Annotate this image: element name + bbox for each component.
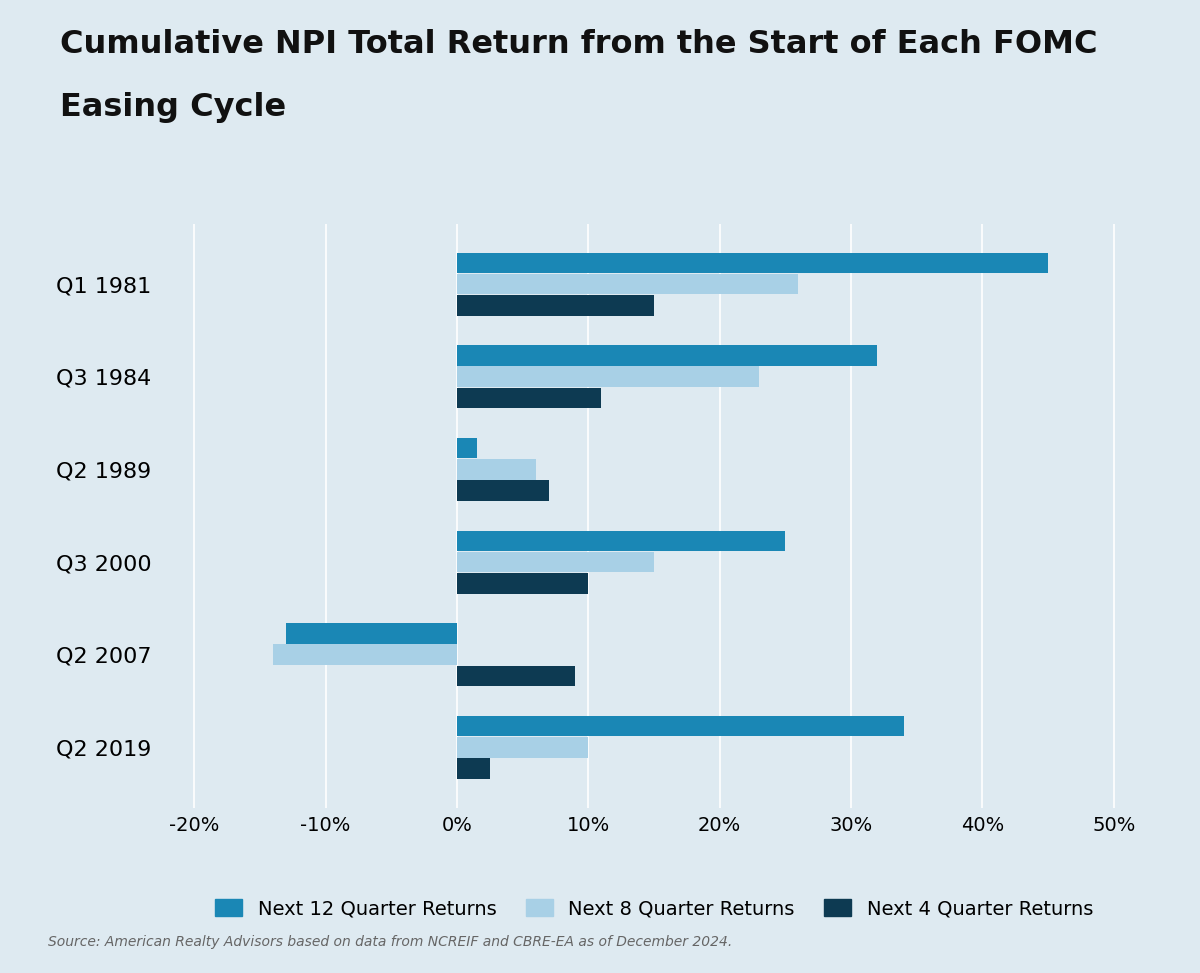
Text: Source: American Realty Advisors based on data from NCREIF and CBRE-EA as of Dec: Source: American Realty Advisors based o… <box>48 935 732 949</box>
Bar <box>457 459 535 480</box>
Bar <box>287 623 457 643</box>
Bar <box>274 644 457 665</box>
Bar <box>457 552 654 572</box>
Bar <box>457 438 476 458</box>
Bar <box>457 530 785 551</box>
Text: Cumulative NPI Total Return from the Start of Each FOMC: Cumulative NPI Total Return from the Sta… <box>60 29 1098 60</box>
Bar <box>457 481 548 501</box>
Bar <box>457 738 588 758</box>
Bar <box>457 759 490 778</box>
Bar <box>457 388 601 409</box>
Bar <box>457 367 760 387</box>
Bar <box>457 253 1048 272</box>
Bar <box>457 295 654 315</box>
Bar <box>457 345 877 366</box>
Text: Easing Cycle: Easing Cycle <box>60 92 286 124</box>
Bar <box>457 573 588 594</box>
Bar <box>457 273 798 294</box>
Legend: Next 12 Quarter Returns, Next 8 Quarter Returns, Next 4 Quarter Returns: Next 12 Quarter Returns, Next 8 Quarter … <box>215 899 1093 919</box>
Bar <box>457 716 904 737</box>
Bar <box>457 666 575 686</box>
